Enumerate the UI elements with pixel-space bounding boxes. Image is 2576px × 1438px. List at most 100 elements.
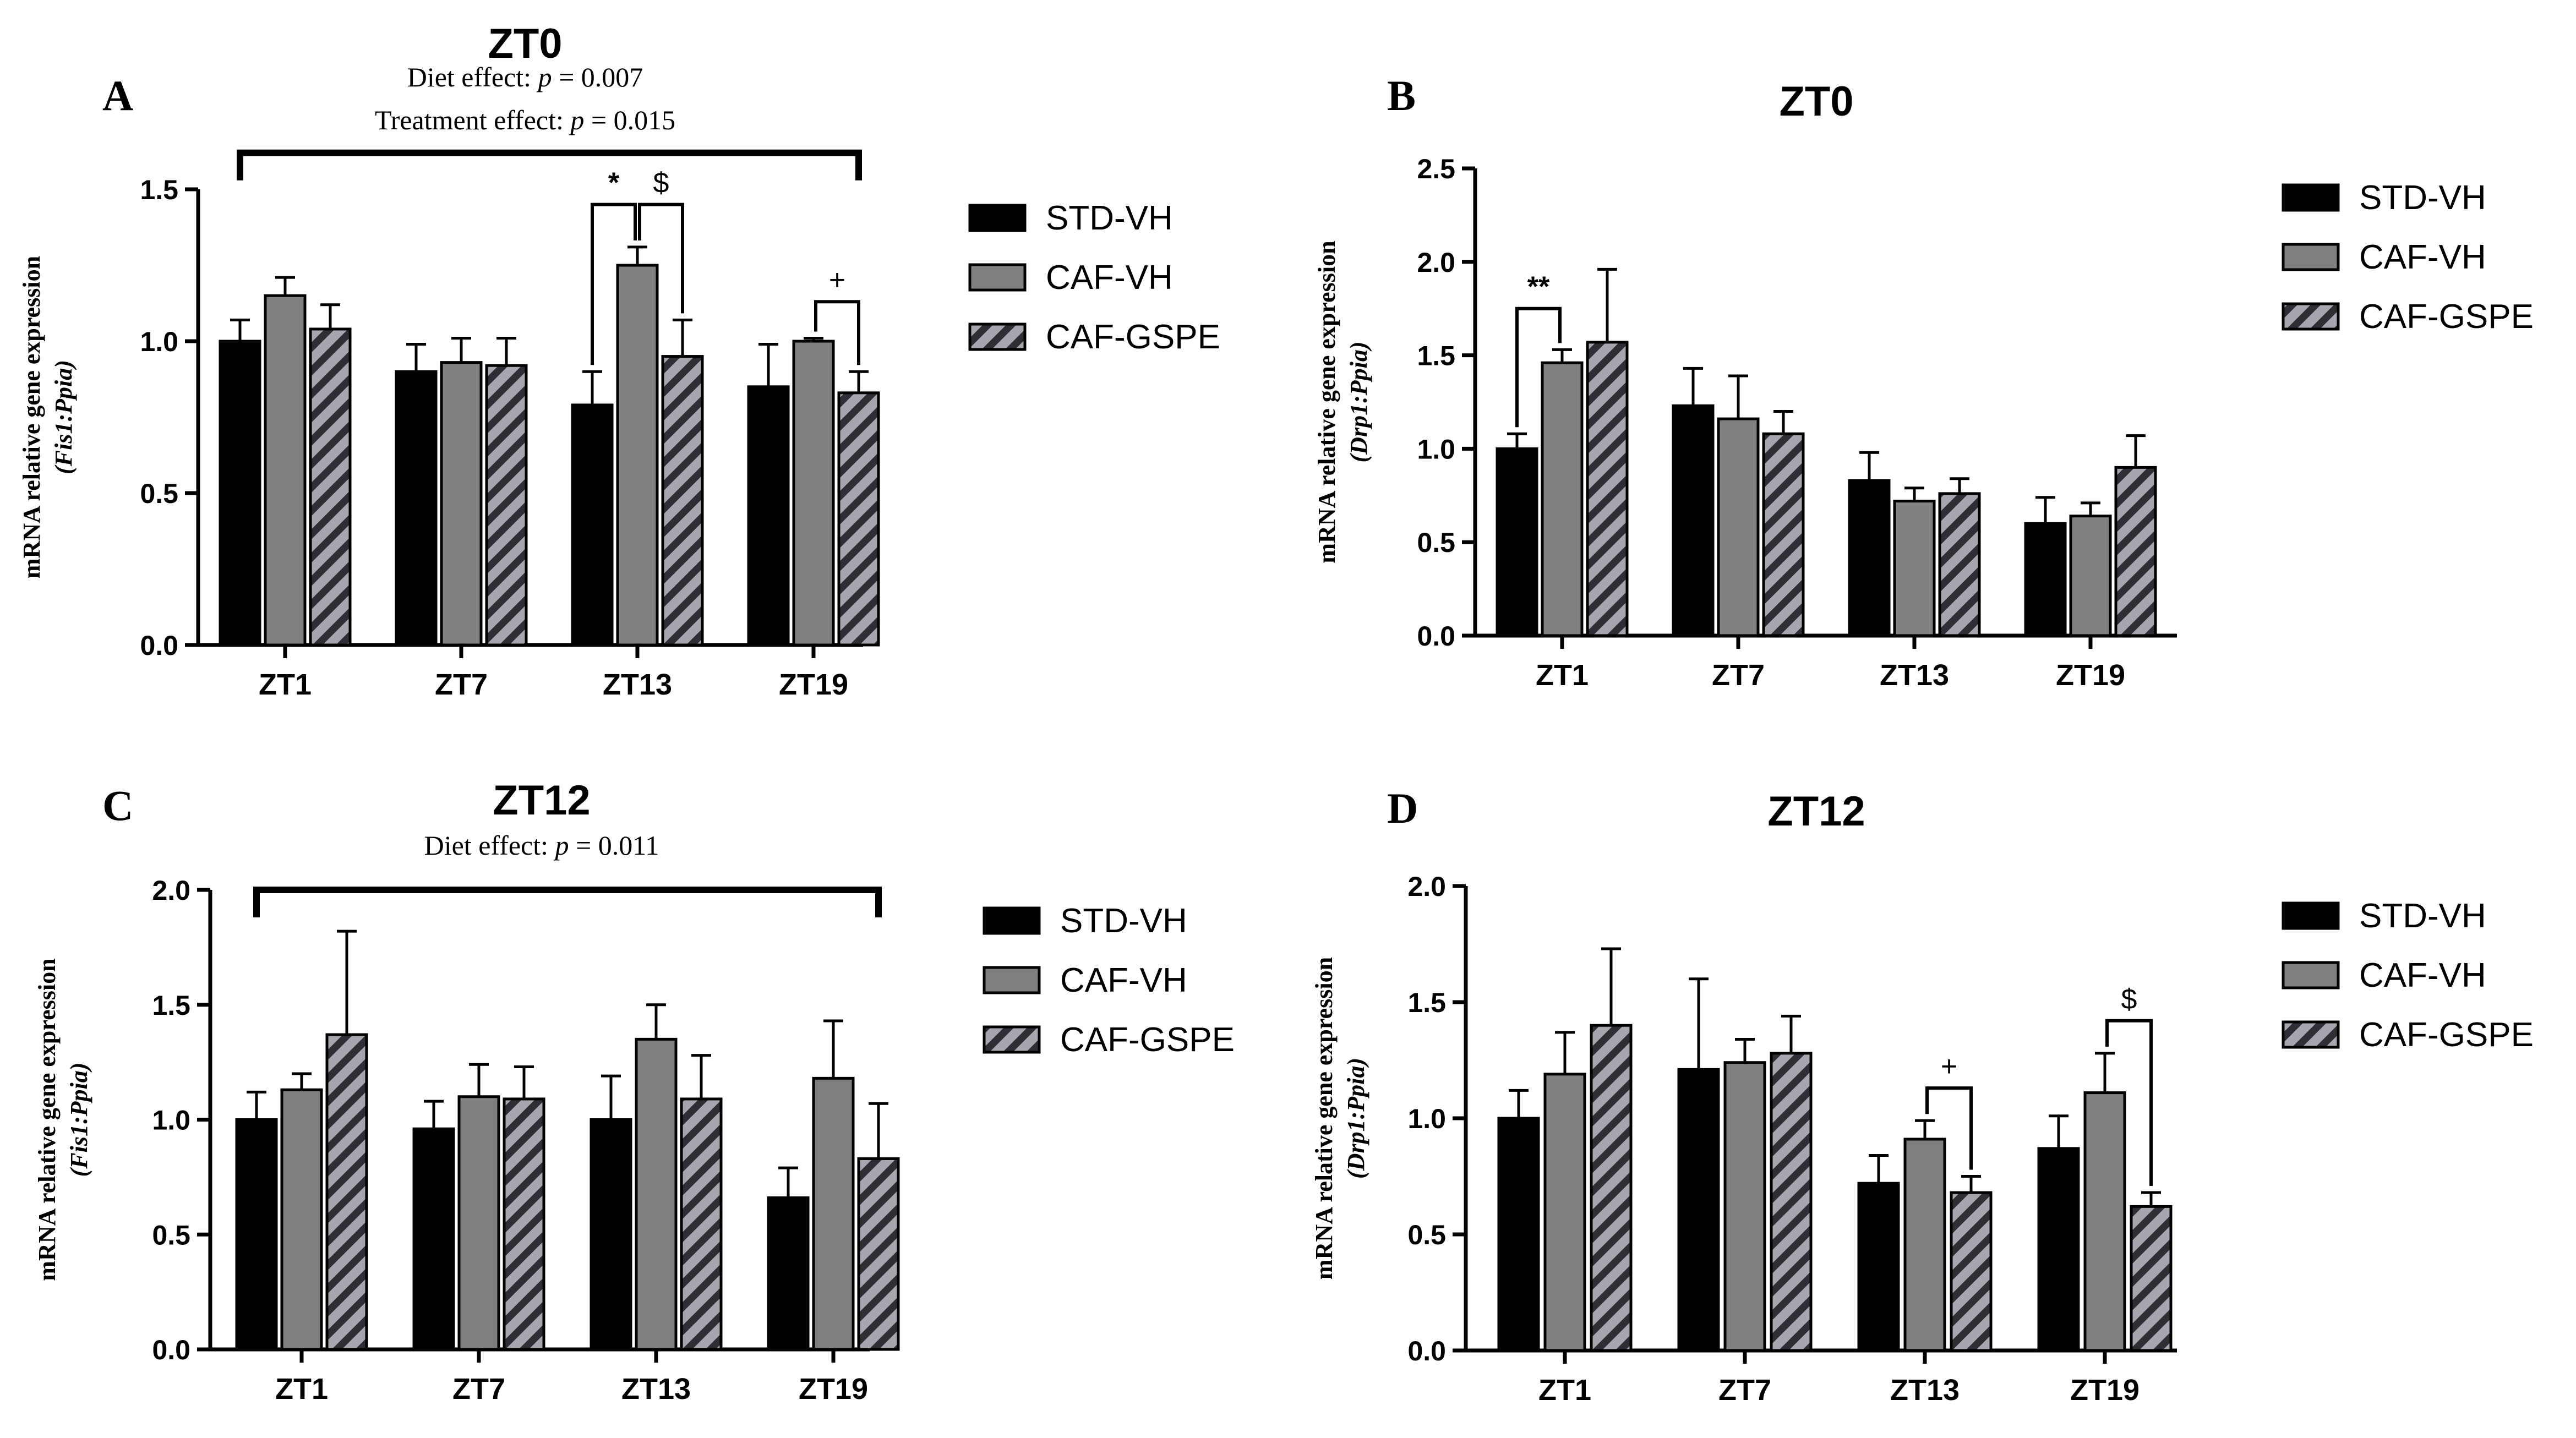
y-tick-label: 1.0 (1407, 1103, 1446, 1134)
legend-label: CAF-VH (2359, 238, 2486, 276)
legend-label: STD-VH (2359, 897, 2486, 935)
x-tick-label: ZT1 (1538, 1374, 1591, 1407)
bar-caf-gspe (661, 355, 704, 647)
x-tick-label: ZT13 (621, 1373, 691, 1406)
y-tick-label: 0.5 (1417, 527, 1455, 558)
significance-bracket (1925, 1086, 1973, 1170)
y-tick-label: 0.0 (140, 630, 178, 661)
y-tick-label: 1.0 (1417, 434, 1455, 464)
legend-swatch-caf-vh (968, 263, 1027, 292)
bar-caf-gspe (857, 1157, 900, 1351)
bar-std-vh (747, 385, 790, 647)
chart-title: ZT0 (488, 20, 562, 67)
bar-std-vh (1497, 1117, 1540, 1352)
legend-swatch-caf-gspe (2282, 302, 2340, 331)
legend-label: CAF-GSPE (1046, 318, 1220, 356)
bar-std-vh (767, 1196, 810, 1351)
bar-caf-gspe (1762, 432, 1805, 637)
panel-letter: A (102, 72, 133, 119)
x-tick-label: ZT7 (452, 1373, 505, 1406)
bar-std-vh (1848, 479, 1891, 637)
legend-label: STD-VH (1060, 902, 1187, 940)
x-tick-label: ZT19 (799, 1373, 868, 1406)
bar-std-vh (590, 1118, 632, 1351)
bar-caf-vh (1541, 361, 1584, 637)
bar-std-vh (571, 403, 614, 647)
significance-bracket (814, 300, 860, 365)
bar-caf-vh (457, 1095, 500, 1351)
panel-letter: B (1387, 72, 1416, 119)
x-tick-label: ZT1 (259, 668, 312, 701)
significance-bracket (638, 203, 684, 314)
bar-caf-vh (1717, 417, 1760, 637)
x-tick-label: ZT13 (603, 668, 672, 701)
x-tick-label: ZT1 (275, 1373, 328, 1406)
panel-c: C ZT12 Diet effect: p = 0.011 mRNA relative… (34, 777, 1235, 1406)
chart-subtitle: Diet effect: p = 0.007 (407, 62, 643, 92)
chart-subtitle: Treatment effect: p = 0.015 (375, 105, 675, 135)
bar-caf-vh (1893, 499, 1936, 637)
bar-caf-vh (280, 1088, 323, 1351)
x-tick-label: ZT7 (435, 668, 488, 701)
overall-significance-bracket (237, 149, 862, 181)
y-axis-label: mRNA relative gene expression (Fis1:Ppia) (34, 958, 92, 1281)
bar-caf-vh (1903, 1138, 1946, 1352)
bar-caf-gspe (1938, 492, 1981, 637)
bar-caf-vh (2069, 515, 2112, 637)
legend-label: CAF-GSPE (1060, 1021, 1235, 1059)
bar-std-vh (2024, 522, 2067, 637)
significance-symbol: + (1941, 1051, 1957, 1082)
panel-letter: C (102, 781, 133, 829)
x-tick-label: ZT19 (2070, 1374, 2140, 1407)
bar-caf-gspe (485, 364, 528, 647)
chart-title: ZT12 (1767, 788, 1865, 835)
y-tick-label: 1.5 (1417, 341, 1455, 371)
y-axis-label: mRNA relative gene expression (Drp1:Ppia) (1311, 957, 1369, 1280)
legend-label: CAF-GSPE (2359, 298, 2534, 336)
legend-swatch-caf-vh (2282, 243, 2340, 271)
bar-std-vh (1672, 404, 1715, 637)
bar-caf-vh (440, 361, 483, 647)
legend-label: CAF-VH (2359, 956, 2486, 994)
legend-label: CAF-VH (1060, 961, 1187, 999)
overall-significance-bracket (253, 887, 882, 917)
chart-title: ZT0 (1779, 78, 1853, 125)
legend-label: CAF-VH (1046, 259, 1173, 297)
significance-bracket (591, 203, 637, 365)
y-tick-label: 0.0 (1417, 621, 1455, 652)
bar-caf-gspe (837, 391, 880, 647)
y-tick-label: 1.5 (140, 174, 178, 205)
bar-std-vh (395, 370, 438, 647)
x-tick-label: ZT13 (1880, 659, 1949, 692)
y-axis-label: mRNA relative gene expression (Drp1:Ppia) (1313, 240, 1372, 563)
bar-caf-gspe (1586, 341, 1629, 637)
bar-std-vh (219, 340, 261, 647)
significance-bracket (2105, 1019, 2153, 1187)
bar-caf-vh (616, 264, 659, 647)
bar-caf-gspe (503, 1097, 545, 1351)
bar-std-vh (235, 1118, 278, 1351)
y-tick-label: 2.5 (1417, 154, 1455, 184)
significance-symbol: $ (653, 167, 669, 199)
bar-caf-vh (792, 340, 835, 647)
x-tick-label: ZT13 (1890, 1374, 1960, 1407)
y-tick-label: 1.5 (152, 990, 190, 1021)
legend-label: CAF-GSPE (2359, 1016, 2534, 1054)
legend-swatch-std-vh (983, 906, 1041, 935)
legend-label: STD-VH (1046, 199, 1173, 237)
y-tick-label: 2.0 (1417, 247, 1455, 278)
y-tick-label: 2.0 (152, 875, 190, 906)
y-tick-label: 0.0 (1407, 1336, 1446, 1366)
y-tick-label: 1.0 (140, 326, 178, 357)
x-tick-label: ZT1 (1536, 659, 1589, 692)
significance-symbol: + (829, 264, 845, 296)
x-tick-label: ZT19 (2056, 659, 2125, 692)
legend-swatch-std-vh (2282, 183, 2340, 212)
y-tick-label: 0.5 (152, 1220, 190, 1250)
legend-swatch-caf-gspe (983, 1025, 1041, 1054)
bar-caf-gspe (1770, 1052, 1813, 1352)
bar-caf-gspe (1590, 1024, 1633, 1352)
y-tick-label: 1.0 (152, 1105, 190, 1136)
